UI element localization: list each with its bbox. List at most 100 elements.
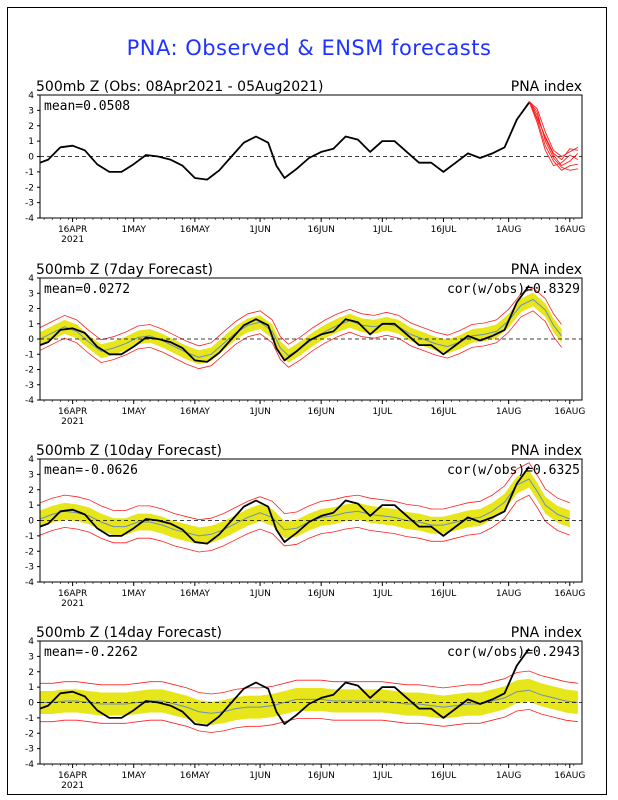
panel-index-label: PNA index xyxy=(511,443,582,459)
y-tick-label: -3 xyxy=(25,745,34,755)
y-tick-label: 3 xyxy=(28,289,34,299)
forecast-member-line xyxy=(528,101,578,171)
y-tick-label: 4 xyxy=(28,274,34,284)
y-tick-label: 1 xyxy=(28,137,34,147)
forecast-member-line xyxy=(528,100,579,167)
x-tick-label: 16MAY xyxy=(180,771,211,781)
ensemble-lower-envelope xyxy=(40,310,562,370)
y-tick-label: 3 xyxy=(28,652,34,662)
x-tick-label: 16JUL xyxy=(431,589,457,599)
y-tick-label: -4 xyxy=(25,396,34,406)
x-tick-label: 16APR xyxy=(58,589,87,599)
y-tick-label: -1 xyxy=(25,168,34,178)
x-tick-label: 1MAY xyxy=(122,407,147,417)
y-tick-label: -2 xyxy=(25,183,34,193)
stat-correlation: cor(w/obs)=0.8329 xyxy=(447,282,580,297)
y-tick-label: -4 xyxy=(25,578,34,588)
x-tick-label: 1JUN xyxy=(249,407,271,417)
x-tick-year-label: 2021 xyxy=(61,417,84,427)
forecast-member-line xyxy=(528,100,579,158)
stat-correlation: cor(w/obs)=0.2943 xyxy=(447,645,580,660)
x-tick-label: 16AUG xyxy=(554,407,585,417)
panel-index-label: PNA index xyxy=(511,79,582,95)
stat-mean: mean=0.0508 xyxy=(44,99,130,114)
ensemble-mean-line xyxy=(40,689,578,714)
panel-index-label: PNA index xyxy=(511,262,582,278)
plot-area xyxy=(40,100,582,181)
observed-line xyxy=(40,466,530,545)
observed-line xyxy=(40,648,530,727)
y-tick-label: 4 xyxy=(28,455,34,465)
y-tick-label: -1 xyxy=(25,714,34,724)
x-tick-label: 1JUN xyxy=(249,771,271,781)
stat-mean: mean=-0.0626 xyxy=(44,463,138,478)
y-tick-label: -2 xyxy=(25,366,34,376)
observed-line xyxy=(40,102,530,181)
chart-panel-7day: 500mb Z (7day Forecast) PNA index 4 3 2 1 0 -1 -… xyxy=(25,262,585,427)
x-tick-label: 1JUL xyxy=(372,771,392,781)
panel-title: 500mb Z (10day Forecast) xyxy=(36,443,222,459)
y-tick-label: 0 xyxy=(28,517,34,527)
ensemble-spread-band xyxy=(40,678,578,725)
ensemble-spread-band xyxy=(40,470,570,545)
plot-area xyxy=(40,285,582,370)
y-tick-label: -1 xyxy=(25,350,34,360)
x-tick-label: 16JUL xyxy=(431,771,457,781)
observed-line xyxy=(40,285,530,363)
chart-panel-14day: 500mb Z (14day Forecast) PNA index 4 3 2 1 0 -1… xyxy=(25,625,585,791)
x-tick-year-label: 2021 xyxy=(61,599,84,609)
ensemble-upper-envelope xyxy=(40,462,570,521)
y-tick-label: -4 xyxy=(25,760,34,770)
y-tick-label: 3 xyxy=(28,470,34,480)
y-tick-label: 0 xyxy=(28,699,34,709)
ensemble-lower-envelope xyxy=(40,708,578,733)
x-tick-label: 1MAY xyxy=(122,589,147,599)
stat-mean: mean=-0.2262 xyxy=(44,645,138,660)
panel-title: 500mb Z (Obs: 08Apr2021 - 05Aug2021) xyxy=(36,79,323,95)
x-tick-label: 16APR xyxy=(58,407,87,417)
ensemble-upper-envelope xyxy=(40,670,578,695)
plot-area xyxy=(40,648,582,733)
x-tick-label: 1MAY xyxy=(122,225,147,235)
plot-area xyxy=(40,462,582,553)
panel-index-label: PNA index xyxy=(511,625,582,641)
x-tick-label: 1AUG xyxy=(496,407,521,417)
x-tick-label: 1MAY xyxy=(122,771,147,781)
y-tick-label: 0 xyxy=(28,153,34,163)
y-tick-label: 2 xyxy=(28,486,34,496)
x-tick-year-label: 2021 xyxy=(61,781,84,791)
y-tick-label: 1 xyxy=(28,320,34,330)
x-tick-label: 1AUG xyxy=(496,771,521,781)
x-tick-label: 1JUL xyxy=(372,407,392,417)
x-tick-label: 16JUN xyxy=(307,589,334,599)
ensemble-spread-band xyxy=(40,292,562,365)
chart-panel-10day: 500mb Z (10day Forecast) PNA index 4 3 2 1 0 -1… xyxy=(25,443,585,609)
ensemble-lower-envelope xyxy=(40,494,570,553)
x-tick-label: 1JUN xyxy=(249,225,271,235)
panel-title: 500mb Z (7day Forecast) xyxy=(36,262,213,278)
figure-title: PNA: Observed & ENSM forecasts xyxy=(126,36,492,60)
figure-frame xyxy=(7,7,607,795)
y-tick-label: -4 xyxy=(25,214,34,224)
x-tick-label: 16MAY xyxy=(180,589,211,599)
y-tick-label: -2 xyxy=(25,729,34,739)
x-tick-label: 16JUL xyxy=(431,407,457,417)
chart-panel-observed: 500mb Z (Obs: 08Apr2021 - 05Aug2021) PNA … xyxy=(25,79,585,245)
y-tick-label: 1 xyxy=(28,683,34,693)
y-tick-label: 0 xyxy=(28,335,34,345)
x-tick-label: 16AUG xyxy=(554,771,585,781)
x-tick-label: 16JUN xyxy=(307,407,334,417)
y-tick-label: -2 xyxy=(25,547,34,557)
x-tick-label: 1JUN xyxy=(249,589,271,599)
x-tick-label: 1JUL xyxy=(372,225,392,235)
y-tick-label: 4 xyxy=(28,637,34,647)
x-tick-label: 1JUL xyxy=(372,589,392,599)
y-tick-label: 2 xyxy=(28,122,34,132)
x-tick-label: 16AUG xyxy=(554,589,585,599)
y-tick-label: -3 xyxy=(25,199,34,209)
x-tick-label: 16APR xyxy=(58,225,87,235)
x-tick-label: 16MAY xyxy=(180,225,211,235)
x-tick-label: 16MAY xyxy=(180,407,211,417)
y-tick-label: 3 xyxy=(28,106,34,116)
